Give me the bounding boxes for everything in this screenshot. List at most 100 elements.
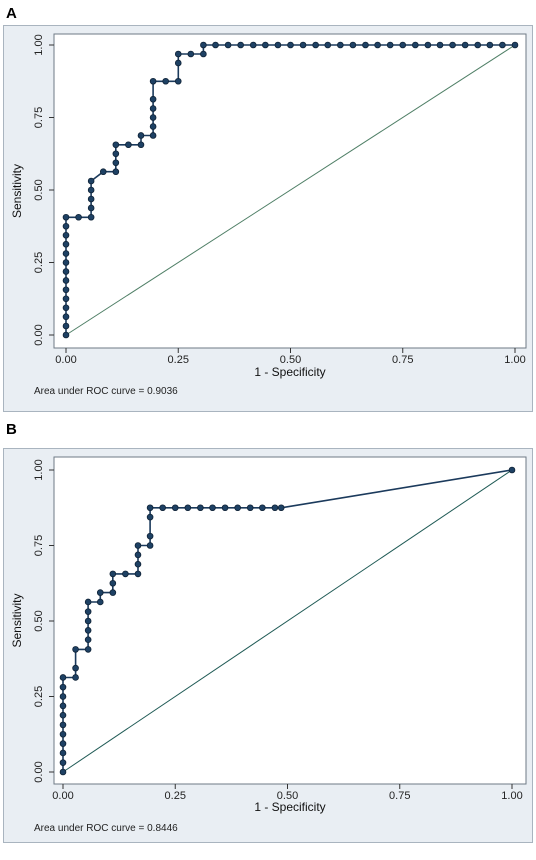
roc-point: [59, 702, 67, 710]
roc-point: [62, 222, 70, 230]
roc-point: [134, 570, 142, 578]
roc-point: [436, 41, 444, 49]
roc-point: [62, 268, 70, 275]
roc-point: [246, 504, 254, 512]
x-tick-label: 1.00: [504, 354, 525, 366]
roc-point: [84, 636, 92, 644]
roc-point: [234, 504, 241, 512]
x-tick-label: 1.00: [501, 790, 522, 802]
roc-point: [62, 286, 70, 294]
roc-point: [146, 532, 154, 540]
roc-point: [424, 41, 432, 49]
roc-point: [237, 41, 244, 49]
roc-point: [109, 589, 117, 596]
roc-point: [162, 77, 169, 85]
roc-point: [209, 504, 216, 512]
y-tick-label: 0.25: [33, 252, 45, 273]
x-tick-label: 0.50: [280, 354, 301, 366]
x-axis-title: 1 - Specificity: [254, 365, 325, 379]
roc-point: [499, 41, 506, 49]
roc-point: [187, 50, 195, 58]
y-tick-label: 0.00: [33, 761, 45, 782]
roc-point: [149, 105, 157, 112]
roc-point: [184, 504, 192, 512]
y-tick-label: 0.75: [33, 107, 45, 128]
roc-point: [62, 250, 70, 257]
reference-line: [62, 469, 513, 773]
roc-point: [174, 59, 182, 67]
roc-point: [87, 186, 95, 194]
roc-point: [171, 504, 179, 512]
y-tick-label: 0.25: [33, 686, 45, 707]
roc-point: [174, 77, 182, 85]
roc-point: [84, 646, 92, 653]
roc-point: [137, 132, 145, 139]
roc-point: [474, 41, 482, 49]
roc-point: [312, 41, 319, 49]
roc-point: [109, 570, 117, 578]
roc-point: [134, 551, 142, 559]
roc-point: [287, 41, 294, 49]
plot-area: [53, 456, 527, 785]
roc-point: [62, 240, 70, 248]
roc-point: [62, 231, 70, 239]
roc-point: [84, 627, 92, 634]
roc-point: [149, 95, 157, 103]
roc-chart-b: 0.00 0.25 0.50 0.75 1.00 0.00 0.25 0.50 0.75 1.00…: [3, 448, 533, 843]
roc-point: [122, 570, 129, 578]
roc-point: [159, 504, 166, 512]
roc-point: [299, 41, 307, 49]
x-tick-label: 0.25: [168, 354, 189, 366]
roc-point: [112, 159, 120, 167]
y-tick-label: 1.00: [33, 459, 45, 480]
roc-point: [134, 560, 142, 568]
roc-curve-line: [62, 469, 513, 772]
roc-point: [412, 41, 419, 49]
roc-point: [134, 542, 142, 549]
roc-point: [324, 41, 332, 49]
roc-point: [62, 304, 70, 312]
x-tick-label: 0.25: [165, 790, 186, 802]
roc-point: [149, 132, 157, 139]
roc-chart-b-svg: 0.00 0.25 0.50 0.75 1.00 0.00 0.25 0.50 0.75 1.00…: [10, 456, 527, 834]
y-axis-title: Sensitivity: [10, 164, 24, 218]
roc-point: [349, 41, 357, 49]
roc-point: [200, 41, 207, 49]
roc-point: [87, 195, 95, 203]
roc-point: [461, 41, 469, 49]
roc-point: [59, 711, 67, 719]
x-tick-label: 0.00: [55, 354, 76, 366]
panel-b-letter: B: [6, 421, 17, 438]
roc-point: [59, 768, 67, 776]
roc-point: [62, 259, 70, 266]
roc-point: [62, 313, 70, 321]
roc-point: [84, 598, 92, 606]
y-axis-title: Sensitivity: [10, 593, 24, 647]
roc-point: [84, 608, 92, 615]
x-tick-label: 0.75: [389, 790, 410, 802]
roc-point: [137, 141, 145, 149]
roc-point: [112, 150, 120, 158]
roc-point: [277, 504, 285, 512]
roc-point: [149, 114, 157, 121]
roc-point: [259, 504, 266, 512]
plot-area: [53, 33, 527, 349]
roc-point: [271, 504, 279, 512]
roc-point: [146, 513, 154, 521]
roc-chart-a: 0.00 0.25 0.50 0.75 1.00 0.00 0.25 0.50 0.75 1.00…: [3, 25, 533, 412]
y-tick-label: 0.00: [33, 324, 45, 345]
roc-point: [200, 50, 207, 58]
roc-point: [212, 41, 219, 49]
roc-point: [262, 41, 269, 49]
roc-point: [174, 50, 182, 58]
x-tick-label: 0.75: [392, 354, 413, 366]
auc-note: Area under ROC curve = 0.8446: [34, 823, 178, 834]
roc-point: [486, 41, 494, 49]
roc-point: [59, 730, 67, 738]
roc-chart-a-svg: 0.00 0.25 0.50 0.75 1.00 0.00 0.25 0.50 0.75 1.00…: [10, 33, 527, 397]
roc-point: [224, 41, 232, 49]
reference-line: [65, 44, 516, 336]
roc-point: [362, 41, 369, 49]
roc-point: [146, 504, 154, 512]
roc-point: [62, 295, 70, 303]
